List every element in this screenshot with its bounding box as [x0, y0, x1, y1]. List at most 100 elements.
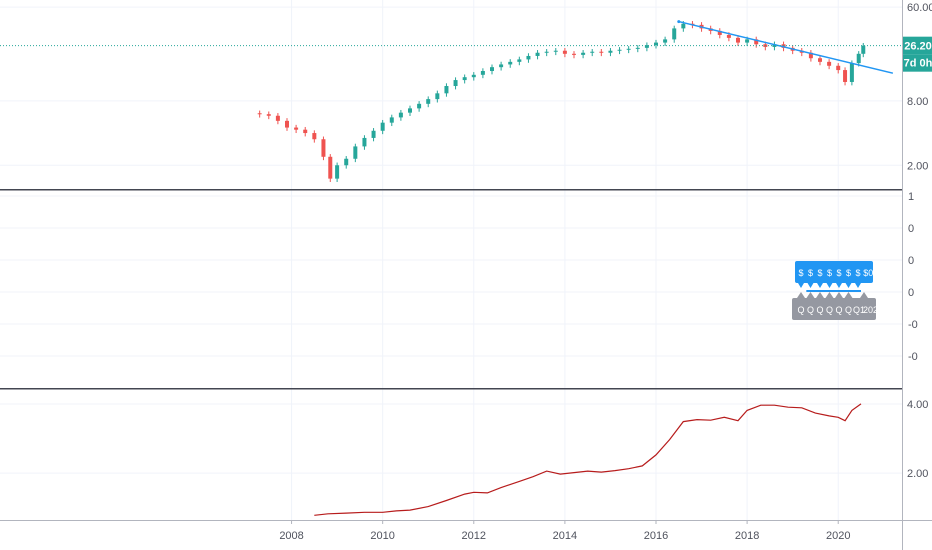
candle-body[interactable]	[426, 99, 431, 104]
bar-countdown: 7d 0h	[904, 58, 932, 70]
candle-body[interactable]	[745, 39, 750, 43]
x-tick-label-2010: 2010	[370, 530, 394, 542]
candle-body[interactable]	[362, 137, 367, 147]
earnings-group[interactable]	[792, 298, 876, 320]
x-tick-label-2008: 2008	[279, 530, 303, 542]
candle-body[interactable]	[490, 67, 494, 71]
pane-separators[interactable]	[0, 189, 902, 390]
dividends-group[interactable]	[795, 261, 873, 283]
candle-body[interactable]	[328, 156, 333, 179]
candle-body[interactable]	[827, 61, 832, 66]
candle-body[interactable]	[736, 37, 740, 43]
pane-separator-1[interactable]	[0, 189, 902, 191]
candle-body[interactable]	[526, 55, 531, 60]
candle-body[interactable]	[849, 63, 854, 82]
dividend-flag: $	[798, 268, 803, 278]
ratio-pane[interactable]	[314, 403, 862, 516]
candle-body[interactable]	[617, 49, 622, 51]
candle-body[interactable]	[499, 64, 504, 68]
candle-body[interactable]	[808, 52, 813, 59]
trendline[interactable]	[678, 20, 894, 74]
candle-body[interactable]	[294, 127, 299, 130]
candle-body[interactable]	[408, 108, 412, 113]
candle-body[interactable]	[843, 70, 848, 82]
earnings-flag: Q	[835, 305, 842, 315]
candle-body[interactable]	[321, 139, 326, 157]
candle-body[interactable]	[453, 80, 458, 87]
dividend-pointer	[855, 283, 861, 288]
candle-body[interactable]	[389, 117, 394, 123]
dividend-flag: $	[846, 268, 851, 278]
candle-body[interactable]	[335, 165, 340, 179]
candle-body[interactable]	[417, 103, 422, 109]
candle-body[interactable]	[544, 51, 549, 53]
price-y-tick-label: 8.00	[907, 96, 928, 108]
candle-body[interactable]	[303, 129, 308, 134]
candle-body[interactable]	[635, 47, 640, 49]
candle-body[interactable]	[398, 112, 403, 118]
candle-body[interactable]	[535, 52, 540, 56]
x-tick-label-2012: 2012	[462, 530, 486, 542]
candle-body[interactable]	[717, 30, 722, 35]
candle-body[interactable]	[654, 42, 658, 46]
candle-body[interactable]	[608, 50, 613, 53]
candle-body[interactable]	[275, 115, 280, 121]
candle-body[interactable]	[266, 114, 271, 116]
candle-body[interactable]	[581, 52, 586, 55]
candle-body[interactable]	[590, 51, 595, 53]
earnings-pointer	[825, 292, 834, 298]
earnings-pointer	[806, 292, 815, 298]
candle-body[interactable]	[562, 50, 567, 54]
earnings-flag-last-year: 2020	[863, 305, 883, 315]
candle-body[interactable]	[257, 113, 262, 115]
candle-body[interactable]	[856, 53, 861, 64]
trendline-anchor[interactable]	[677, 20, 681, 24]
earnings-pointer	[797, 292, 805, 298]
candle-body[interactable]	[380, 122, 385, 131]
candle-body[interactable]	[344, 158, 349, 166]
candle-body[interactable]	[861, 45, 866, 54]
candle-body[interactable]	[371, 130, 376, 138]
earnings-pointer	[816, 292, 824, 298]
countdown-badge	[903, 54, 932, 72]
candle-body[interactable]	[672, 28, 677, 40]
dividend-flag: $	[817, 268, 822, 278]
dividend-pointer	[836, 283, 842, 288]
candle-body[interactable]	[462, 77, 467, 81]
candle-body[interactable]	[644, 45, 649, 48]
candle-body[interactable]	[480, 70, 485, 75]
dividend-flag: $	[855, 268, 860, 278]
candle-body[interactable]	[572, 53, 576, 55]
indicator-y-tick-label: -0	[908, 319, 918, 331]
dividend-flag-last: $0.	[863, 268, 876, 278]
indicator-y-tick-label: 0	[908, 255, 914, 267]
dividend-flag: $	[827, 268, 832, 278]
candle-body[interactable]	[626, 48, 631, 50]
candle-body[interactable]	[353, 146, 358, 159]
candle-body[interactable]	[726, 34, 731, 38]
indicator-y-tick-label: 0	[908, 223, 914, 235]
candle-body[interactable]	[681, 23, 686, 29]
pane-separator-2[interactable]	[0, 388, 902, 390]
dividend-pointer	[798, 283, 804, 288]
earnings-flag: Q	[816, 305, 823, 315]
candle-body[interactable]	[818, 58, 822, 62]
candle-body[interactable]	[444, 86, 449, 94]
candle-body[interactable]	[285, 120, 289, 128]
candle-body[interactable]	[754, 39, 759, 45]
candle-body[interactable]	[508, 61, 513, 65]
candle-body[interactable]	[517, 59, 522, 62]
price-pane[interactable]	[0, 20, 902, 183]
candle-body[interactable]	[836, 65, 841, 71]
candle-body[interactable]	[599, 51, 604, 53]
ratio-line[interactable]	[314, 403, 862, 516]
candle-body[interactable]	[663, 39, 668, 43]
candle-body[interactable]	[435, 93, 440, 100]
candle-body[interactable]	[312, 133, 317, 140]
candle-body[interactable]	[471, 74, 476, 78]
dividend-pointer	[826, 283, 833, 288]
candle-body[interactable]	[553, 50, 558, 52]
